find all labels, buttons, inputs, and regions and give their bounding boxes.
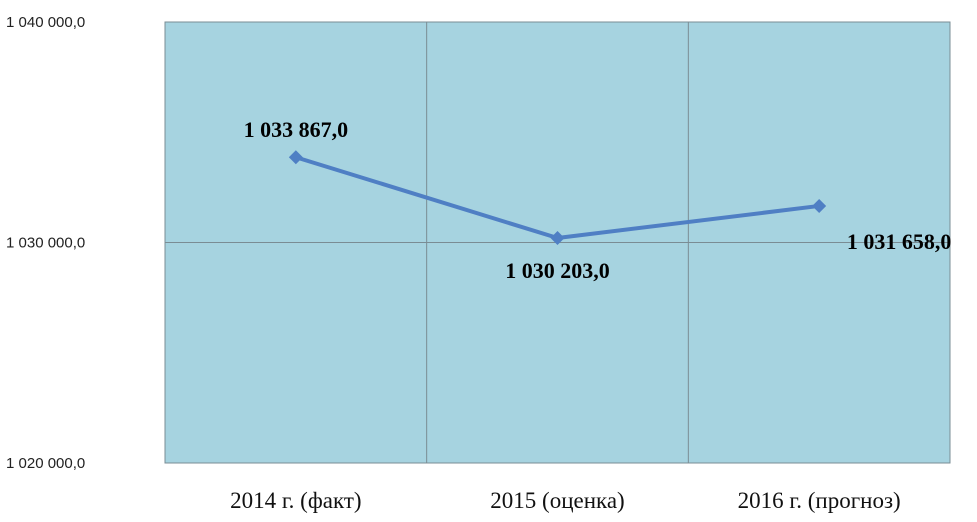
x-tick-label: 2015 (оценка): [490, 488, 624, 513]
x-tick-label: 2014 г. (факт): [230, 488, 361, 513]
x-tick-label: 2016 г. (прогноз): [738, 488, 901, 513]
data-points: [288, 150, 827, 246]
data-label: 1 031 658,0: [847, 229, 952, 254]
data-label: 1 030 203,0: [505, 258, 610, 283]
data-point-marker: [550, 231, 565, 246]
data-point-marker: [288, 150, 303, 165]
data-labels: 1 033 867,0 1 030 203,0 1 031 658,0: [244, 117, 952, 283]
y-tick-label: 1 020 000,0: [6, 455, 85, 472]
y-axis-ticks: 1 020 000,0 1 030 000,0 1 040 000,0: [6, 14, 85, 472]
y-tick-label: 1 030 000,0: [6, 235, 85, 252]
x-axis-ticks: 2014 г. (факт) 2015 (оценка) 2016 г. (прог…: [230, 488, 901, 513]
data-label: 1 033 867,0: [244, 117, 349, 142]
data-point-marker: [812, 198, 827, 213]
y-tick-label: 1 040 000,0: [6, 14, 85, 31]
